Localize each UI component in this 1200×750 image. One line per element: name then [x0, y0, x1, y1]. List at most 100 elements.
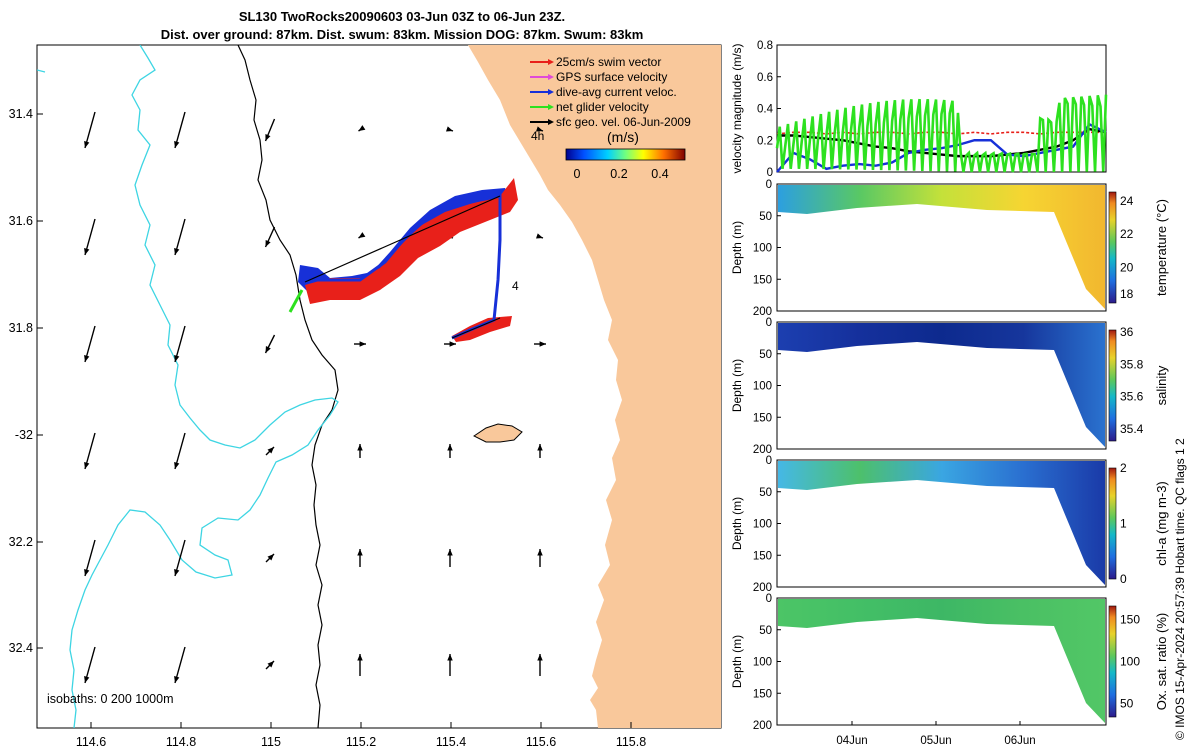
section-ytick-label: 50 [759, 349, 772, 361]
section-ylabel: Depth (m) [730, 635, 744, 688]
current-arrow [537, 654, 543, 676]
swim-vector-band [305, 178, 518, 304]
section-ytick-label: 200 [753, 444, 772, 456]
current-arrow [84, 111, 96, 149]
section-colorbar-tick-label: 50 [1120, 697, 1134, 711]
glider-track: 4 [288, 178, 519, 342]
velocity-ylabel: velocity magnitude (m/s) [730, 43, 744, 173]
legend-arrowhead [548, 74, 554, 80]
section-ytick-label: 0 [766, 317, 772, 329]
section-ytick-label: 200 [753, 720, 772, 732]
map-y-tick-label: 32.4 [9, 641, 33, 655]
plot-title-line2: Dist. over ground: 87km. Dist. swum: 83k… [160, 27, 644, 42]
time-axis: 04Jun 05Jun 06Jun [836, 721, 1036, 747]
current-arrow [84, 325, 96, 363]
map-x-tick-label: 115.8 [616, 735, 646, 749]
isobath-200m [69, 45, 339, 728]
legend-arrowhead [548, 104, 554, 110]
section-panel: 0 50 100 150 200 Depth (m) 36 35.8 35.6 35.4 salin… [730, 317, 1169, 456]
current-arrow [536, 233, 544, 239]
section-ytick-label: 150 [753, 412, 772, 424]
section-colorbar-tick-label: 35.8 [1120, 357, 1144, 371]
section-ytick-label: 0 [766, 455, 772, 467]
legend-label: sfc geo. vel. 06-Jun-2009 [556, 115, 691, 129]
current-arrow [357, 444, 363, 458]
current-arrow [354, 341, 366, 347]
map-x-ticks: 114.6 114.8 115 115.2 115.4 115.6 115.8 [76, 722, 646, 749]
isobaths-note: isobaths: 0 200 1000m [47, 692, 173, 706]
section-colorbar-tick-label: 2 [1120, 461, 1127, 475]
current-arrow [264, 226, 276, 248]
current-arrow [84, 218, 96, 256]
section-colorbar-label: chl-a (mg m-3) [1154, 481, 1169, 566]
colorbar-tick-label: 0.2 [610, 167, 627, 181]
colorbar-unit: (m/s) [607, 129, 639, 145]
section-colorbar-tick-label: 20 [1120, 260, 1134, 274]
section-ytick-label: 150 [753, 688, 772, 700]
island [473, 423, 523, 443]
section-ytick-label: 150 [753, 274, 772, 286]
section-colorbar-tick-label: 35.6 [1120, 390, 1144, 404]
current-arrow [444, 341, 456, 347]
section-ytick-label: 150 [753, 550, 772, 562]
velocity-series-line [777, 127, 1107, 158]
section-data-area [778, 461, 1105, 585]
section-ytick-label: 50 [759, 625, 772, 637]
current-arrow [174, 646, 186, 684]
current-arrow [84, 646, 96, 684]
current-arrow [534, 341, 546, 347]
map-y-tick-label: -32 [15, 428, 33, 442]
section-ytick-label: 0 [766, 593, 772, 605]
current-arrow [265, 553, 275, 563]
section-ytick-label: 100 [753, 519, 772, 531]
legend-label: GPS surface velocity [556, 70, 667, 84]
map-x-tick-label: 115.2 [346, 735, 376, 749]
current-arrow [537, 444, 543, 458]
colorbar-tick-label: 0.4 [651, 167, 668, 181]
velocity-ytick-label: 0.8 [757, 40, 773, 52]
section-colorbar-tick-label: 18 [1120, 287, 1134, 301]
section-colorbar [1108, 605, 1117, 718]
section-colorbar-label: temperature (°C) [1154, 199, 1169, 296]
section-colorbar-label: salinity [1154, 365, 1169, 405]
velocity-ytick-label: 0 [767, 167, 773, 179]
swim-vector-band-south [452, 316, 512, 342]
current-arrow [174, 218, 186, 256]
current-arrow [265, 446, 275, 456]
current-arrow [174, 111, 186, 149]
velocity-series-line [775, 94, 1108, 173]
map-y-tick-label: 32.2 [9, 535, 33, 549]
time-tick-label: 05Jun [920, 735, 951, 747]
section-ytick-label: 100 [753, 657, 772, 669]
current-arrow [536, 126, 544, 132]
current-arrow [174, 432, 186, 470]
section-colorbar-tick-label: 1 [1120, 517, 1127, 531]
current-arrow [265, 660, 275, 670]
section-ytick-label: 100 [753, 243, 772, 255]
section-ylabel: Depth (m) [730, 497, 744, 550]
section-colorbar-tick-label: 22 [1120, 227, 1134, 241]
section-ytick-label: 50 [759, 211, 772, 223]
section-ylabel: Depth (m) [730, 221, 744, 274]
velocity-ytick-label: 0.4 [757, 104, 774, 116]
map-x-tick-label: 114.6 [76, 735, 106, 749]
current-arrow [357, 654, 363, 676]
current-arrow [446, 126, 454, 132]
section-colorbar-tick-label: 150 [1120, 612, 1140, 626]
legend-arrowhead [548, 119, 554, 125]
current-arrow [264, 334, 276, 354]
speed-colorbar-ticks: 0 0.2 0.4 [574, 167, 669, 181]
section-panel: 0 50 100 150 200 Depth (m) 24 22 20 18 temperature… [730, 179, 1169, 318]
current-arrow [174, 325, 186, 363]
section-colorbar [1108, 329, 1117, 442]
section-ytick-label: 50 [759, 487, 772, 499]
current-arrow [84, 432, 96, 470]
net-glider-velocity [288, 289, 304, 313]
isobath-1000m [37, 69, 46, 73]
section-panel: 0 50 100 150 200 Depth (m) 2 1 0 chl-a (mg m-3) [730, 455, 1169, 594]
section-colorbar-tick-label: 100 [1120, 655, 1140, 669]
section-panel: 0 50 100 150 200 Depth (m) 150 100 50 Ox. sat. ra… [730, 593, 1169, 732]
section-ytick-label: 200 [753, 582, 772, 594]
credit-text: © IMOS 15-Apr-2024 20:57:39 Hobart time.… [1173, 438, 1187, 740]
